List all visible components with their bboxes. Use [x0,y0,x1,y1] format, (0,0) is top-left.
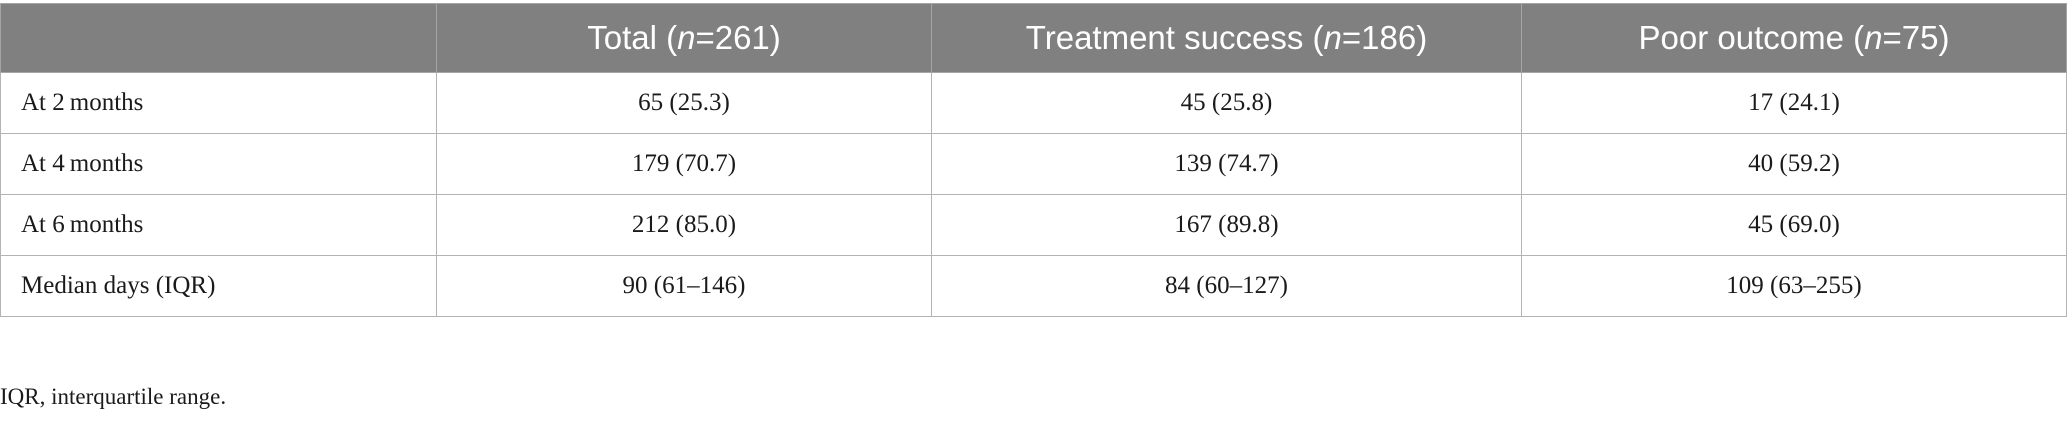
table-row: At 6 months 212 (85.0) 167 (89.8) 45 (69… [0,194,2067,256]
header-row: Total (n=261) Treatment success (n=186) … [0,3,2067,73]
header-total-n: n [677,19,696,56]
header-cell-empty [0,3,437,73]
table-cell: 179 (70.7) [436,133,932,195]
header-success-prefix: Treatment success ( [1025,19,1324,56]
table-cell: 90 (61–146) [436,255,932,317]
data-table: Total (n=261) Treatment success (n=186) … [0,3,2067,317]
table-row: At 2 months 65 (25.3) 45 (25.8) 17 (24.1… [0,72,2067,134]
table-cell: 167 (89.8) [931,194,1522,256]
table-cell: 45 (69.0) [1521,194,2067,256]
row-label: At 4 months [0,133,437,195]
table-cell: 212 (85.0) [436,194,932,256]
table-cell: 45 (25.8) [931,72,1522,134]
table-row: Median days (IQR) 90 (61–146) 84 (60–127… [0,255,2067,317]
header-poor-n: n [1864,19,1883,56]
data-table-container: Total (n=261) Treatment success (n=186) … [0,3,2067,317]
table-cell: 109 (63–255) [1521,255,2067,317]
table-cell: 84 (60–127) [931,255,1522,317]
header-cell-poor-outcome: Poor outcome (n=75) [1521,3,2067,73]
header-success-n: n [1323,19,1342,56]
table-cell: 17 (24.1) [1521,72,2067,134]
header-cell-treatment-success: Treatment success (n=186) [931,3,1522,73]
header-poor-prefix: Poor outcome ( [1638,19,1865,56]
table-footnote: IQR, interquartile range. [0,384,227,409]
header-total-suffix: =261) [695,19,781,56]
table-cell: 40 (59.2) [1521,133,2067,195]
header-total-prefix: Total ( [587,19,678,56]
header-success-suffix: =186) [1341,19,1428,56]
row-label: Median days (IQR) [0,255,437,317]
row-label: At 6 months [0,194,437,256]
header-cell-total: Total (n=261) [436,3,932,73]
table-cell: 65 (25.3) [436,72,932,134]
row-label: At 2 months [0,72,437,134]
table-row: At 4 months 179 (70.7) 139 (74.7) 40 (59… [0,133,2067,195]
header-poor-suffix: =75) [1882,19,1950,56]
table-cell: 139 (74.7) [931,133,1522,195]
